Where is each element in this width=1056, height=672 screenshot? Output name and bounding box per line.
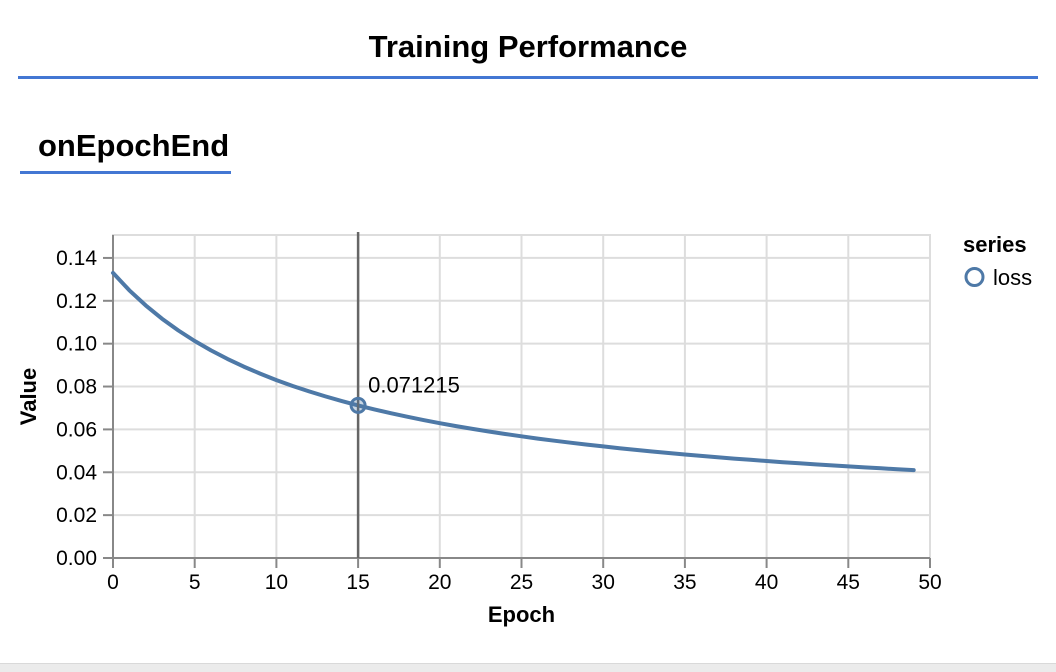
legend-title: series: [963, 232, 1027, 257]
highlighted-point[interactable]: [349, 396, 367, 414]
title-rule: [18, 76, 1038, 79]
training-loss-chart[interactable]: 0 5 10 15 20 25 30 35 40 45 50 0.00 0.02 0.04 0.06 0.08…: [0, 225, 1056, 640]
section-heading: onEpochEnd: [38, 128, 230, 163]
y-tick-label: 0.10: [56, 333, 97, 356]
y-tick-label: 0.14: [56, 247, 97, 270]
x-tick-label: 30: [592, 571, 615, 594]
x-tick-label: 25: [510, 571, 533, 594]
axes: 0 5 10 15 20 25 30 35 40 45 50 0.00 0.02 0.04 0.06 0.08…: [16, 235, 942, 627]
x-axis-title: Epoch: [488, 602, 555, 627]
page-title: Training Performance: [368, 29, 688, 64]
y-tick-label: 0.00: [56, 547, 97, 570]
legend-loss-label[interactable]: loss: [993, 265, 1032, 290]
footer-strip: [0, 663, 1056, 672]
y-axis-title: Value: [16, 368, 41, 425]
y-tick-label: 0.04: [56, 461, 97, 484]
legend: series loss: [963, 232, 1032, 290]
section-rule: [20, 171, 231, 174]
tooltip-value: 0.071215: [368, 372, 460, 397]
loss-line[interactable]: [111, 270, 916, 473]
x-tick-label: 35: [673, 571, 696, 594]
y-tick-label: 0.06: [56, 418, 97, 441]
legend-loss-marker-icon[interactable]: [964, 267, 985, 287]
y-tick-label: 0.08: [56, 376, 97, 399]
x-tick-label: 0: [107, 571, 119, 594]
x-tick-label: 40: [755, 571, 778, 594]
gridlines: [112, 235, 931, 559]
x-tick-label: 15: [346, 571, 369, 594]
x-tick-label: 45: [837, 571, 860, 594]
x-tick-label: 5: [189, 571, 201, 594]
y-tick-label: 0.02: [56, 504, 97, 527]
x-tick-label: 10: [265, 571, 288, 594]
x-tick-label: 50: [918, 571, 941, 594]
y-tick-label: 0.12: [56, 290, 97, 313]
x-tick-label: 20: [428, 571, 451, 594]
